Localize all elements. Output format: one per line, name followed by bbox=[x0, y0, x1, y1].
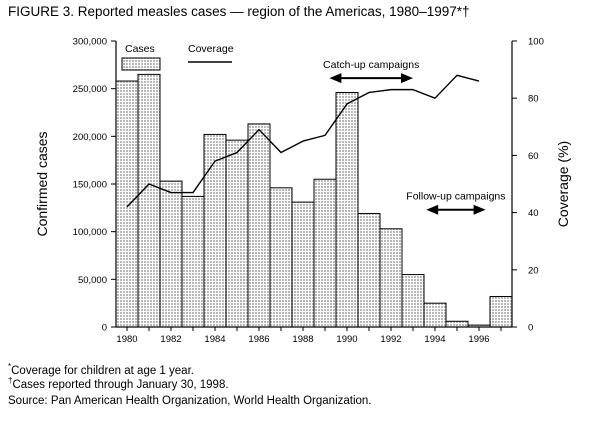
bar-1984 bbox=[203, 133, 227, 328]
x-tick-label: 1996 bbox=[468, 334, 489, 345]
footnote-text: Coverage for children at age 1 year. bbox=[11, 364, 194, 377]
footnote-coverage: *Coverage for children at age 1 year. bbox=[8, 362, 194, 377]
bar-1981 bbox=[137, 73, 161, 328]
follow-up-arrow-head-right bbox=[473, 204, 486, 215]
x-tick-label: 1992 bbox=[380, 334, 401, 345]
x-tick-label: 1990 bbox=[336, 334, 357, 345]
footnote-text: Cases reported through January 30, 1998. bbox=[12, 378, 229, 391]
y2-tick-label: 100 bbox=[528, 37, 544, 48]
x-tick-label: 1994 bbox=[424, 334, 445, 345]
bar-1982 bbox=[159, 180, 183, 328]
bar-1988 bbox=[291, 201, 315, 328]
bar-1989 bbox=[313, 178, 337, 328]
y-tick-label: 300,000 bbox=[73, 37, 107, 48]
x-tick-label: 1986 bbox=[248, 334, 269, 345]
bar-1983 bbox=[181, 195, 205, 328]
y2-tick-label: 20 bbox=[528, 265, 539, 276]
legend-swatch-cases bbox=[121, 57, 161, 71]
bar-1990 bbox=[335, 91, 359, 328]
legend-label-cases: Cases bbox=[125, 43, 155, 55]
y-tick-label: 150,000 bbox=[73, 180, 107, 191]
line-series-coverage bbox=[126, 74, 480, 208]
x-tick-label: 1984 bbox=[204, 334, 225, 345]
bar-1980 bbox=[115, 80, 139, 328]
bar-1994 bbox=[423, 302, 447, 328]
source-note: Source: Pan American Health Organization… bbox=[8, 395, 372, 407]
footnote-mark: * bbox=[8, 362, 12, 371]
bar-1991 bbox=[357, 213, 381, 328]
coverage-line bbox=[126, 74, 480, 208]
bar-1985 bbox=[225, 139, 249, 328]
bar-1997 bbox=[489, 295, 513, 328]
x-tick-label: 1988 bbox=[292, 334, 313, 345]
legend-label-coverage: Coverage bbox=[188, 43, 234, 55]
y2-tick-label: 80 bbox=[528, 94, 539, 105]
y2-tick-label: 0 bbox=[528, 323, 533, 334]
bar-series-cases bbox=[115, 73, 513, 328]
y-tick-label: 0 bbox=[102, 323, 107, 334]
y2-axis-title: Coverage (%) bbox=[555, 141, 571, 227]
figure-title: FIGURE 3. Reported measles cases — regio… bbox=[8, 4, 470, 19]
axes: 0 50,000 100,000 150,000 200,000 250,000 300,0… bbox=[34, 37, 571, 346]
catch-up-arrow-head-right bbox=[401, 73, 413, 84]
bar-1992 bbox=[379, 228, 403, 328]
y2-tick-label: 40 bbox=[528, 208, 539, 219]
bar-1986 bbox=[247, 123, 271, 328]
y2-tick-label: 60 bbox=[528, 151, 539, 162]
y-tick-label: 250,000 bbox=[73, 84, 107, 95]
footnote-mark: † bbox=[8, 376, 13, 385]
y-tick-label: 50,000 bbox=[78, 275, 107, 286]
x-tick-label: 1982 bbox=[160, 334, 181, 345]
follow-up-label: Follow-up campaigns bbox=[406, 191, 505, 203]
y-tick-label: 100,000 bbox=[73, 227, 107, 238]
bar-1993 bbox=[401, 274, 425, 328]
y-tick-label: 200,000 bbox=[73, 132, 107, 143]
x-tick-label: 1980 bbox=[116, 334, 137, 345]
bar-1987 bbox=[269, 187, 293, 328]
annotations: Catch-up campaigns Follow-up campaigns bbox=[323, 59, 506, 215]
catch-up-label: Catch-up campaigns bbox=[323, 59, 419, 71]
catch-up-arrow-head-left bbox=[329, 73, 342, 84]
y-axis-title: Confirmed cases bbox=[34, 131, 50, 236]
bar-1995 bbox=[445, 320, 469, 328]
legend: Cases Coverage bbox=[121, 43, 234, 71]
footnote-cases: †Cases reported through January 30, 1998… bbox=[8, 376, 229, 391]
follow-up-arrow-head-left bbox=[426, 204, 439, 215]
